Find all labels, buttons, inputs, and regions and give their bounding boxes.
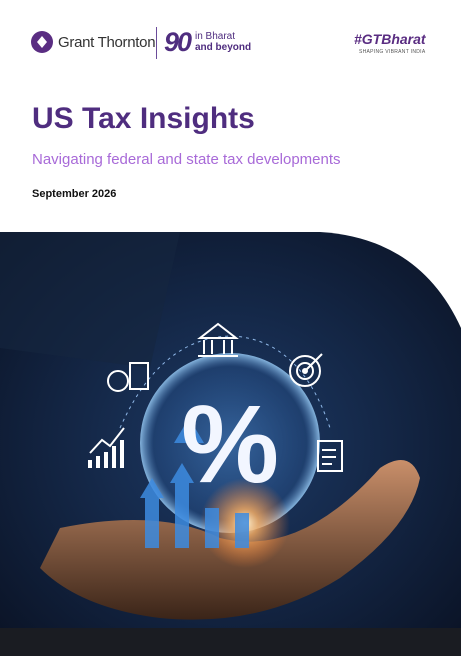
divider xyxy=(156,27,157,59)
hashtag: #GTBharat xyxy=(354,31,426,47)
hand xyxy=(40,460,420,620)
cover-illustration: % xyxy=(0,232,461,656)
anniversary-text: in Bharat xyxy=(195,31,236,42)
anniversary-text: and beyond xyxy=(195,42,252,53)
cover-date: September 2026 xyxy=(32,188,117,200)
cover-title: US Tax Insights xyxy=(32,102,255,135)
brand-name: Grant Thornton xyxy=(58,34,156,51)
brand-logo xyxy=(31,31,53,53)
icons xyxy=(88,322,343,472)
anniversary-number: 90 xyxy=(164,27,192,57)
tagline: SHAPING VIBRANT INDIA xyxy=(359,49,426,55)
cover-subtitle: Navigating federal and state tax develop… xyxy=(32,151,341,168)
percent-symbol: % xyxy=(181,383,279,506)
